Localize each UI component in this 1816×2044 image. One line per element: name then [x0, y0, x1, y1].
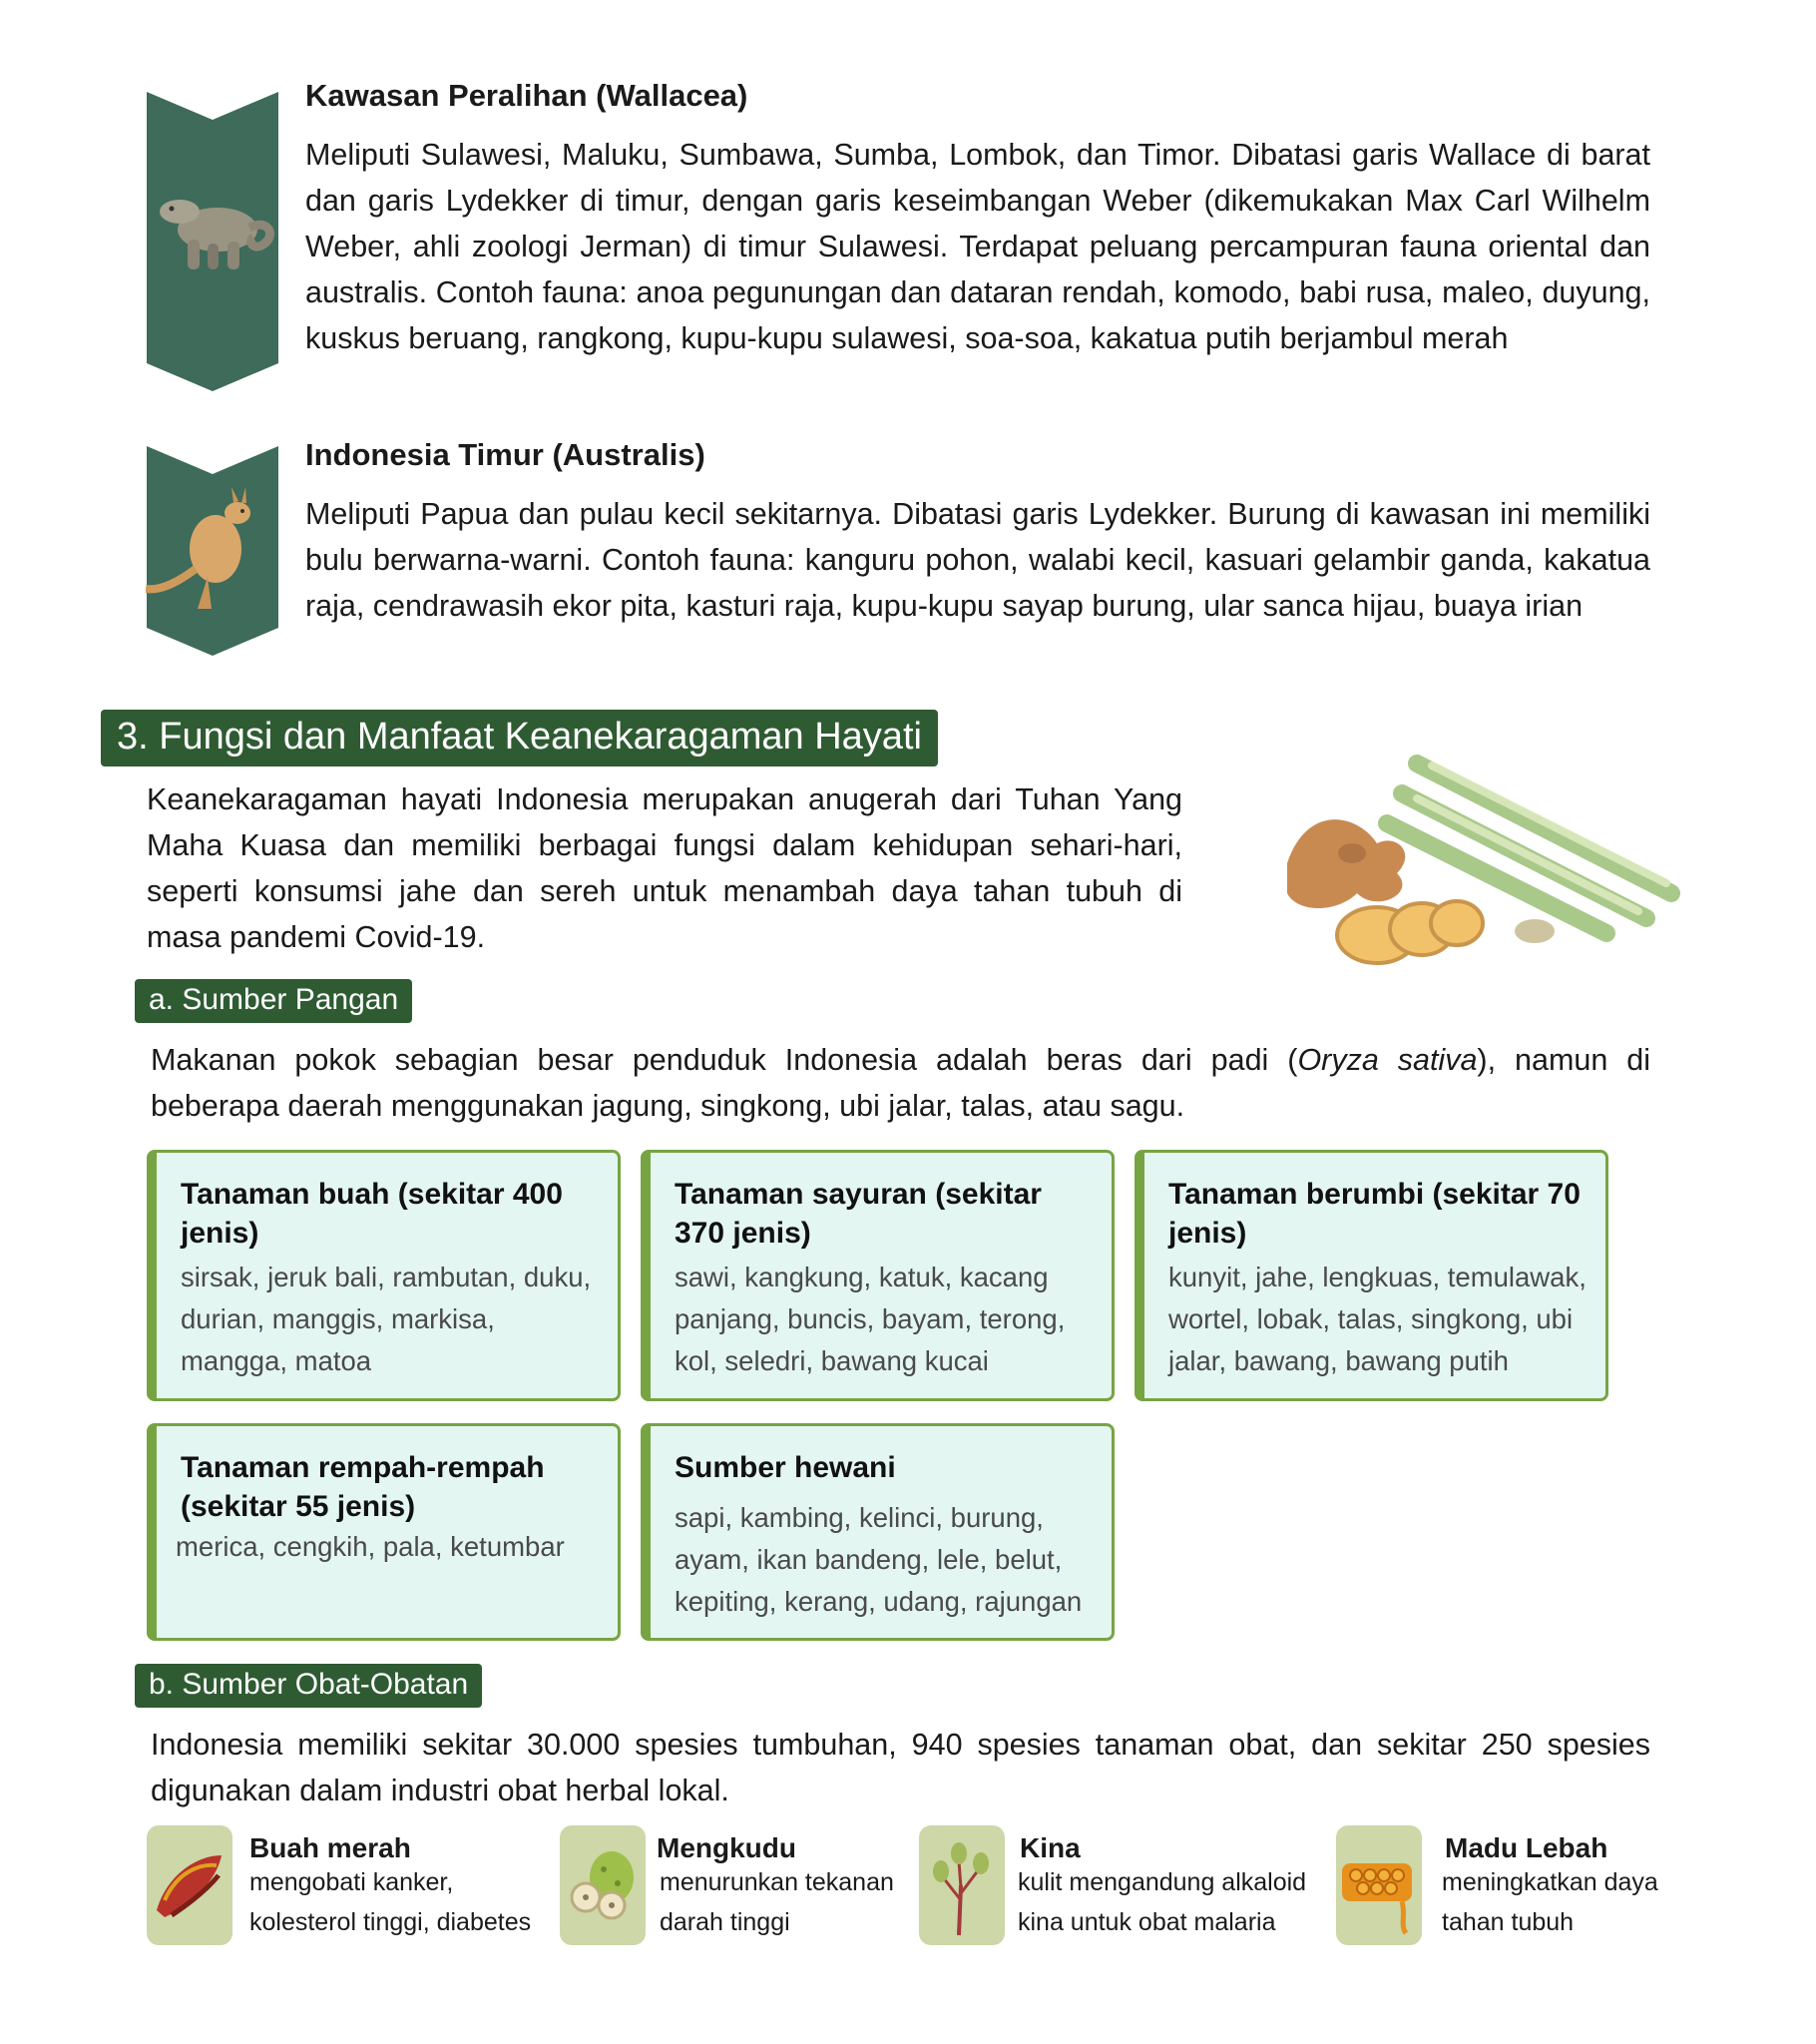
section-intro: Keanekaragaman hayati Indonesia merupaka…	[147, 782, 1182, 954]
komodo-icon	[150, 168, 281, 287]
medicine-text-kina: kulit mengandung alkaloid kina untuk oba…	[1018, 1868, 1307, 1936]
section-title-fungsi-manfaat: 3. Fungsi dan Manfaat Keanekaragaman Hay…	[101, 710, 938, 766]
food-card-berumbi: Tanaman berumbi (sekitar 70 jenis) kunyi…	[1135, 1150, 1608, 1401]
noni-fruit-icon	[560, 1825, 646, 1945]
red-fruit-icon	[147, 1825, 232, 1945]
food-card-hewani: Sumber hewani sapi, kambing, kelinci, bu…	[641, 1423, 1115, 1641]
subsection-title-sumber-obat: b. Sumber Obat-Obatan	[135, 1664, 483, 1708]
kangaroo-icon	[145, 479, 277, 619]
food-card-title: Tanaman buah (sekitar 400 jenis)	[181, 1178, 563, 1250]
medicine-title-mengkudu: Mengkudu	[657, 1832, 796, 1863]
medicine-text-mengkudu: menurunkan tekanan darah tinggi	[660, 1868, 894, 1936]
medicine-title-kina: Kina	[1020, 1832, 1081, 1863]
cinchona-icon	[919, 1825, 1005, 1945]
food-card-title: Tanaman sayuran (sekitar 370 jenis)	[675, 1178, 1042, 1250]
medicine-title-madu-lebah: Madu Lebah	[1445, 1832, 1608, 1863]
food-card-text: merica, cengkih, pala, ketumbar	[176, 1531, 565, 1562]
subsection-title-sumber-pangan: a. Sumber Pangan	[135, 979, 413, 1023]
region-text-australis: Meliputi Papua dan pulau kecil sekitarny…	[305, 497, 1650, 623]
pangan-text-before: Makanan pokok sebagian besar penduduk In…	[151, 1043, 1298, 1077]
region-title-wallacea: Kawasan Peralihan (Wallacea)	[305, 78, 748, 113]
medicine-text-buah-merah: mengobati kanker, kolesterol tinggi, dia…	[249, 1868, 532, 1936]
food-card-title: Tanaman berumbi (sekitar 70 jenis)	[1168, 1178, 1581, 1250]
food-card-text: sapi, kambing, kelinci, burung, ayam, ik…	[675, 1502, 1083, 1617]
pangan-paragraph: Makanan pokok sebagian besar penduduk In…	[151, 1037, 1650, 1129]
food-card-rempah: Tanaman rempah-rempah (sekitar 55 jenis)…	[147, 1423, 621, 1641]
pangan-text-after: ), namun di beberapa daerah menggunakan …	[151, 1043, 1650, 1123]
food-card-title: Sumber hewani	[675, 1451, 896, 1484]
region-text-wallacea: Meliputi Sulawesi, Maluku, Sumbawa, Sumb…	[305, 138, 1650, 355]
food-card-title: Tanaman rempah-rempah (sekitar 55 jenis)	[181, 1451, 545, 1523]
ginger-lemongrass-illustration	[1267, 744, 1696, 973]
food-card-buah: Tanaman buah (sekitar 400 jenis) sirsak,…	[147, 1150, 621, 1401]
honeycomb-icon	[1336, 1825, 1422, 1945]
medicine-text-madu-lebah: meningkatkan daya tahan tubuh	[1442, 1868, 1658, 1936]
pangan-text-italic: Oryza sativa	[1297, 1043, 1478, 1077]
food-card-sayuran: Tanaman sayuran (sekitar 370 jenis) sawi…	[641, 1150, 1115, 1401]
region-title-australis: Indonesia Timur (Australis)	[305, 437, 705, 472]
food-card-text: sawi, kangkung, katuk, kacang panjang, b…	[675, 1262, 1066, 1376]
medicine-title-buah-merah: Buah merah	[249, 1832, 411, 1863]
food-card-text: kunyit, jahe, lengkuas, temulawak, worte…	[1168, 1262, 1587, 1376]
obat-paragraph: Indonesia memiliki sekitar 30.000 spesie…	[151, 1728, 1650, 1807]
food-card-text: sirsak, jeruk bali, rambutan, duku, duri…	[181, 1262, 592, 1376]
